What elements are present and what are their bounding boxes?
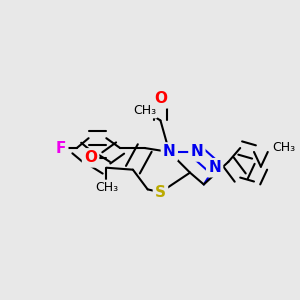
Text: CH₃: CH₃	[95, 181, 118, 194]
Text: N: N	[190, 145, 203, 160]
Text: O: O	[154, 91, 167, 106]
Text: F: F	[56, 140, 66, 155]
Text: N: N	[163, 145, 176, 160]
Text: CH₃: CH₃	[273, 140, 296, 154]
Text: N: N	[208, 160, 221, 175]
Text: CH₃: CH₃	[133, 104, 156, 117]
Text: O: O	[84, 150, 97, 165]
Text: S: S	[155, 185, 166, 200]
